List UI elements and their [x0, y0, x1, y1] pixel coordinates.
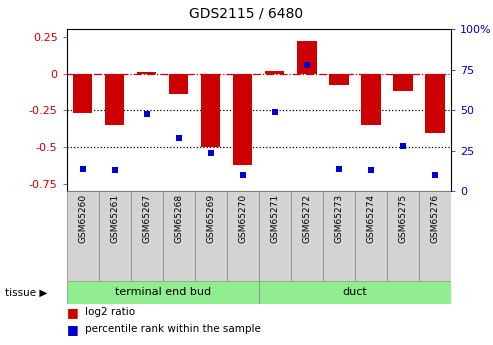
Point — [303, 62, 311, 68]
Bar — [329, 73, 349, 85]
Bar — [323, 191, 355, 281]
Text: GSM65267: GSM65267 — [142, 194, 151, 243]
Text: duct: duct — [343, 287, 367, 297]
Bar — [259, 191, 291, 281]
Bar — [201, 73, 220, 147]
Point — [367, 168, 375, 173]
Bar — [233, 73, 252, 165]
Bar — [163, 191, 195, 281]
Point — [399, 143, 407, 149]
Text: GSM65272: GSM65272 — [302, 194, 312, 243]
Text: GSM65273: GSM65273 — [334, 194, 344, 243]
Point — [431, 172, 439, 178]
Point — [335, 166, 343, 171]
Point — [79, 166, 87, 171]
Bar — [169, 73, 188, 94]
Bar — [425, 73, 445, 132]
Bar — [361, 73, 381, 125]
Point — [207, 150, 215, 155]
Text: tissue ▶: tissue ▶ — [5, 287, 47, 297]
Text: ■: ■ — [67, 306, 78, 319]
Point — [271, 109, 279, 115]
Text: GDS2115 / 6480: GDS2115 / 6480 — [189, 7, 304, 21]
Text: GSM65270: GSM65270 — [238, 194, 247, 243]
Text: GSM65260: GSM65260 — [78, 194, 87, 243]
Bar — [67, 191, 99, 281]
Bar — [291, 191, 323, 281]
Bar — [67, 281, 259, 304]
Text: GSM65261: GSM65261 — [110, 194, 119, 243]
Bar — [297, 41, 317, 73]
Bar — [393, 73, 413, 91]
Text: percentile rank within the sample: percentile rank within the sample — [85, 325, 261, 334]
Text: GSM65271: GSM65271 — [270, 194, 280, 243]
Point — [111, 168, 119, 173]
Text: GSM65269: GSM65269 — [206, 194, 215, 243]
Text: GSM65274: GSM65274 — [366, 194, 376, 243]
Point — [175, 135, 183, 141]
Text: ■: ■ — [67, 323, 78, 336]
Text: GSM65275: GSM65275 — [398, 194, 408, 243]
Bar — [265, 71, 284, 73]
Text: terminal end bud: terminal end bud — [115, 287, 211, 297]
Text: GSM65268: GSM65268 — [174, 194, 183, 243]
Bar — [195, 191, 227, 281]
Bar — [355, 191, 387, 281]
Bar — [99, 191, 131, 281]
Point — [239, 172, 247, 178]
Bar — [137, 72, 156, 73]
Bar — [227, 191, 259, 281]
Text: GSM65276: GSM65276 — [430, 194, 440, 243]
Bar — [105, 73, 124, 125]
Text: log2 ratio: log2 ratio — [85, 307, 136, 317]
Bar — [387, 191, 419, 281]
Bar — [73, 73, 92, 114]
Bar — [259, 281, 451, 304]
Point — [143, 111, 151, 116]
Bar — [131, 191, 163, 281]
Bar — [419, 191, 451, 281]
